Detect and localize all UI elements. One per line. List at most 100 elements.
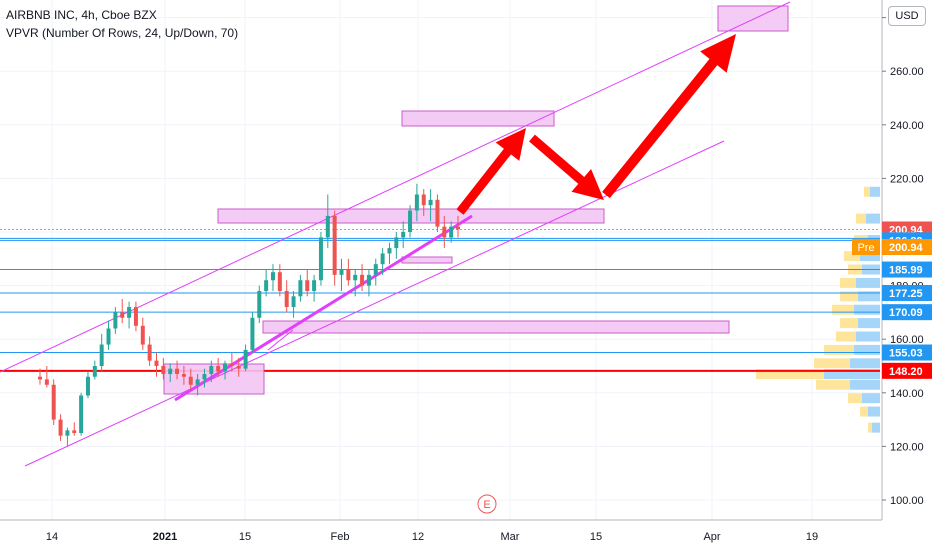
vp-bar-down — [848, 393, 862, 404]
currency-button[interactable]: USD — [888, 6, 926, 26]
candle-body — [318, 237, 323, 281]
candle-body — [223, 363, 228, 372]
vp-bar-down — [840, 277, 856, 288]
symbol-title: AIRBNB INC, 4h, Cboe BZX — [6, 8, 157, 22]
candle-body — [154, 360, 159, 366]
time-tick-label: 15 — [239, 531, 251, 543]
vp-bar-down — [816, 379, 850, 390]
vp-bar-down — [856, 213, 866, 224]
price-label: 170.09 — [889, 307, 923, 319]
time-tick-label: Apr — [703, 531, 720, 543]
zone-box — [401, 256, 453, 264]
arrow-up-1 — [456, 128, 526, 215]
vp-bar-up — [868, 406, 880, 417]
price-tick-label: 220.00 — [890, 173, 924, 185]
candle-body — [58, 419, 63, 436]
candle-body — [106, 328, 111, 345]
price-tick-label: 120.00 — [890, 441, 924, 453]
arrow-up-2 — [602, 34, 736, 199]
candle-body — [353, 274, 358, 281]
time-tick-label: 14 — [46, 531, 58, 543]
candle-body — [133, 307, 138, 326]
price-label: 155.03 — [889, 348, 923, 360]
candle-body — [44, 379, 49, 385]
vp-bar-up — [854, 304, 880, 315]
vp-bar-down — [868, 422, 872, 433]
vp-bar-up — [862, 393, 880, 404]
candle-body — [85, 376, 90, 396]
candle-body — [175, 368, 180, 375]
candle-body — [332, 215, 337, 275]
indicator-title: VPVR (Number Of Rows, 24, Up/Down, 70) — [6, 26, 239, 40]
vp-bar-down — [840, 318, 858, 329]
time-tick-label: 2021 — [153, 531, 177, 543]
price-label: 148.20 — [889, 366, 923, 378]
candle-body — [202, 374, 207, 380]
candle-body — [65, 430, 70, 436]
candle-body — [394, 237, 399, 249]
candle-body — [373, 264, 378, 275]
candle-body — [38, 376, 42, 380]
candle-body — [456, 226, 460, 230]
vp-bar-down — [864, 186, 870, 197]
candle-body — [216, 366, 221, 372]
vp-bar-down — [756, 369, 824, 380]
trend-line-segment — [267, 329, 294, 351]
candle-body — [188, 376, 193, 385]
pre-tag-bg — [852, 239, 880, 255]
price-tick-label: 240.00 — [890, 120, 924, 132]
candle-body — [325, 215, 330, 238]
vp-bar-down — [814, 358, 850, 369]
candle-body — [140, 325, 145, 345]
candle-body — [277, 272, 282, 291]
zone-box — [163, 363, 265, 395]
candle-body — [264, 280, 269, 291]
channel-lower-line — [24, 140, 725, 467]
earnings-marker-label: E — [483, 499, 490, 511]
candle-body — [236, 366, 241, 369]
vp-bar-up — [856, 331, 880, 342]
candle-body — [380, 253, 385, 265]
price-tick-label: 100.00 — [890, 495, 924, 507]
price-tick-label: 260.00 — [890, 66, 924, 78]
earnings-marker — [477, 494, 497, 514]
price-label-bg — [882, 304, 932, 321]
candle-body — [360, 274, 365, 286]
candle-body — [298, 280, 303, 297]
price-label-bg — [882, 284, 932, 301]
vp-bar-down — [832, 304, 854, 315]
candle-body — [229, 363, 234, 366]
candle-body — [99, 344, 104, 366]
candle-body — [113, 312, 118, 329]
candle-body — [366, 274, 371, 286]
vp-bar-up — [860, 251, 880, 262]
channel-upper-line — [0, 1, 791, 373]
candle-body — [442, 226, 447, 238]
candle-body — [120, 312, 125, 318]
vp-bar-up — [854, 344, 880, 355]
price-label-bg — [882, 344, 932, 361]
price-tick-label: 160.00 — [890, 334, 924, 346]
candle-body — [127, 307, 132, 318]
vp-bar-up — [858, 291, 880, 302]
vp-bar-down — [836, 331, 856, 342]
time-tick-label: Mar — [501, 531, 520, 543]
candle-body — [257, 290, 262, 318]
time-tick-label: Feb — [331, 531, 350, 543]
candle-body — [421, 194, 426, 206]
candle-body — [72, 430, 77, 433]
price-tick-label: 140.00 — [890, 388, 924, 400]
candle-body — [92, 366, 97, 377]
arrow-down — [529, 134, 604, 200]
candle-body — [401, 232, 406, 238]
candle-body — [168, 368, 173, 375]
vp-bar-down — [840, 291, 858, 302]
candle-body — [339, 269, 344, 275]
candle-body — [284, 290, 289, 308]
candle-body — [414, 194, 419, 211]
pre-tag: Pre — [857, 242, 874, 254]
candle-body — [435, 199, 440, 227]
candle-body — [209, 366, 214, 375]
